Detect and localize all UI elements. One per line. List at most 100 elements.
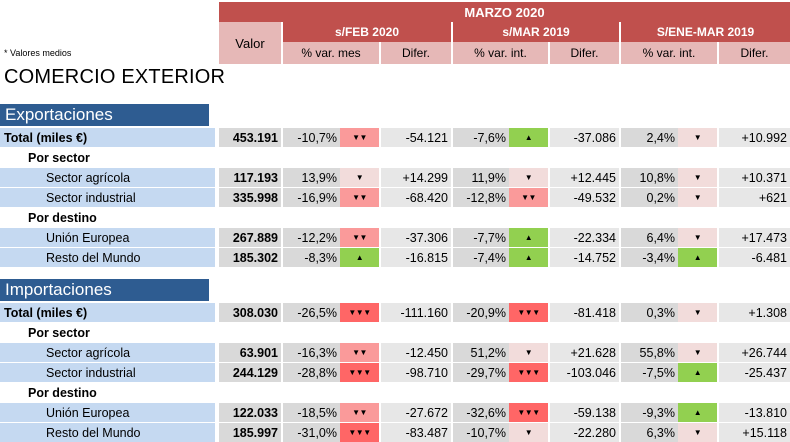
- table-row: Sector agrícola 117.193 13,9% ▼ +14.299 11,9%…: [0, 168, 790, 188]
- valor-cell: 453.191: [219, 128, 281, 147]
- difer-cell: +10.992: [719, 128, 790, 147]
- arrow-down-icon: ▼: [678, 423, 717, 442]
- arrow-down-icon: ▼▼: [340, 128, 379, 147]
- pct-cell: 6,3%: [621, 423, 678, 442]
- pct-cell: -7,5%: [621, 363, 678, 382]
- category-label: Por destino: [28, 210, 97, 225]
- difer-cell: -14.752: [550, 248, 619, 267]
- row-label: Resto del Mundo: [0, 248, 215, 267]
- difer-cell: -16.815: [381, 248, 451, 267]
- category-label: Por sector: [28, 150, 90, 165]
- group-header-enemar: S/ENE-MAR 2019: [621, 22, 790, 42]
- arrow-down-icon: ▼▼: [340, 228, 379, 247]
- page-title: COMERCIO EXTERIOR: [4, 66, 226, 88]
- pct-cell: 6,4%: [621, 228, 678, 247]
- difer-cell: -98.710: [381, 363, 451, 382]
- arrow-up-icon: ▲: [340, 248, 379, 267]
- valor-cell: 117.193: [219, 168, 281, 187]
- difer-cell: -111.160: [381, 303, 451, 322]
- pct-cell: 0,2%: [621, 188, 678, 207]
- arrow-down-icon: ▼▼▼: [340, 363, 379, 382]
- difer-cell: -12.450: [381, 343, 451, 362]
- arrow-down-icon: ▼: [678, 343, 717, 362]
- difer-cell: -22.334: [550, 228, 619, 247]
- difer-cell: +10.371: [719, 168, 790, 187]
- table-row: Sector industrial 244.129 -28,8% ▼▼▼ -98.710…: [0, 363, 790, 383]
- arrow-down-icon: ▼▼: [509, 188, 548, 207]
- pct-cell: -9,3%: [621, 403, 678, 422]
- pct-cell: 51,2%: [453, 343, 509, 362]
- difer-cell: +17.473: [719, 228, 790, 247]
- arrow-down-icon: ▼: [509, 343, 548, 362]
- valor-cell: 122.033: [219, 403, 281, 422]
- pct-cell: 10,8%: [621, 168, 678, 187]
- pct-cell: 0,3%: [621, 303, 678, 322]
- row-label: Resto del Mundo: [0, 423, 215, 442]
- valor-cell: 185.302: [219, 248, 281, 267]
- table-row: Unión Europea 267.889 -12,2% ▼▼ -37.306 -7,7%…: [0, 228, 790, 248]
- difer-cell: -22.280: [550, 423, 619, 442]
- difer-cell: +12.445: [550, 168, 619, 187]
- pct-cell: -28,8%: [283, 363, 340, 382]
- pct-cell: -12,8%: [453, 188, 509, 207]
- difer-cell: -81.418: [550, 303, 619, 322]
- arrow-up-icon: ▲: [509, 248, 548, 267]
- pct-cell: 11,9%: [453, 168, 509, 187]
- valor-header: Valor: [219, 22, 281, 64]
- pct-cell: -16,9%: [283, 188, 340, 207]
- subheader-pct-int: % var. int.: [621, 42, 717, 64]
- category-label: Por destino: [28, 385, 97, 400]
- arrow-down-icon: ▼: [340, 168, 379, 187]
- difer-cell: +621: [719, 188, 790, 207]
- difer-cell: +21.628: [550, 343, 619, 362]
- pct-cell: -8,3%: [283, 248, 340, 267]
- pct-cell: 13,9%: [283, 168, 340, 187]
- period-header: MARZO 2020: [219, 2, 790, 22]
- arrow-down-icon: ▼: [678, 188, 717, 207]
- arrow-down-icon: ▼▼▼: [509, 303, 548, 322]
- difer-cell: +14.299: [381, 168, 451, 187]
- pct-cell: -7,6%: [453, 128, 509, 147]
- difer-cell: -49.532: [550, 188, 619, 207]
- valor-cell: 335.998: [219, 188, 281, 207]
- table-row: Resto del Mundo 185.302 -8,3% ▲ -16.815 -7,4%…: [0, 248, 790, 268]
- category-row: Por destino: [0, 208, 790, 228]
- valor-cell: 244.129: [219, 363, 281, 382]
- pct-cell: -10,7%: [453, 423, 509, 442]
- difer-cell: -37.306: [381, 228, 451, 247]
- group-header-feb: s/FEB 2020: [283, 22, 451, 42]
- pct-cell: -26,5%: [283, 303, 340, 322]
- row-label: Total (miles €): [0, 128, 215, 147]
- pct-cell: -10,7%: [283, 128, 340, 147]
- valor-cell: 267.889: [219, 228, 281, 247]
- arrow-down-icon: ▼: [678, 303, 717, 322]
- table-row: Resto del Mundo 185.997 -31,0% ▼▼▼ -83.487 -1…: [0, 423, 790, 442]
- row-label: Sector agrícola: [0, 168, 215, 187]
- row-label: Unión Europea: [0, 403, 215, 422]
- section-header-importaciones: Importaciones: [0, 279, 209, 301]
- category-row: Por sector: [0, 148, 790, 168]
- row-label: Sector agrícola: [0, 343, 215, 362]
- category-row: Por sector: [0, 323, 790, 343]
- difer-cell: -25.437: [719, 363, 790, 382]
- difer-cell: -6.481: [719, 248, 790, 267]
- arrow-down-icon: ▼: [678, 228, 717, 247]
- pct-cell: -32,6%: [453, 403, 509, 422]
- table-row: Unión Europea 122.033 -18,5% ▼▼ -27.672 -32,6…: [0, 403, 790, 423]
- category-row: Por destino: [0, 383, 790, 403]
- valor-cell: 185.997: [219, 423, 281, 442]
- pct-cell: -7,4%: [453, 248, 509, 267]
- row-label: Sector industrial: [0, 363, 215, 382]
- arrow-down-icon: ▼▼▼: [509, 403, 548, 422]
- table-row: Sector agrícola 63.901 -16,3% ▼▼ -12.450 51,2…: [0, 343, 790, 363]
- arrow-down-icon: ▼: [509, 423, 548, 442]
- subheader-difer: Difer.: [381, 42, 451, 64]
- pct-cell: -20,9%: [453, 303, 509, 322]
- arrow-up-icon: ▲: [678, 403, 717, 422]
- table-row: Total (miles €) 453.191 -10,7% ▼▼ -54.121 -7,…: [0, 128, 790, 148]
- arrow-down-icon: ▼▼▼: [340, 303, 379, 322]
- difer-cell: +26.744: [719, 343, 790, 362]
- difer-cell: -54.121: [381, 128, 451, 147]
- row-label: Sector industrial: [0, 188, 215, 207]
- table-row: Sector industrial 335.998 -16,9% ▼▼ -68.420-…: [0, 188, 790, 208]
